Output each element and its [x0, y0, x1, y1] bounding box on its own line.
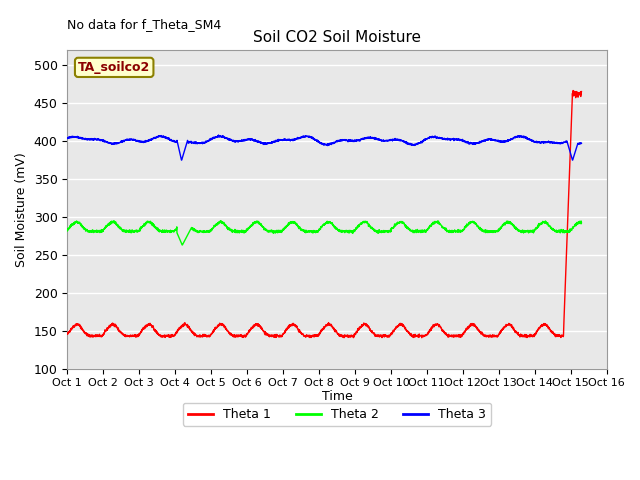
X-axis label: Time: Time — [321, 390, 353, 403]
Text: No data for f_Theta_SM4: No data for f_Theta_SM4 — [67, 18, 221, 31]
Legend: Theta 1, Theta 2, Theta 3: Theta 1, Theta 2, Theta 3 — [182, 403, 492, 426]
Title: Soil CO2 Soil Moisture: Soil CO2 Soil Moisture — [253, 30, 421, 45]
Text: TA_soilco2: TA_soilco2 — [78, 61, 150, 74]
Y-axis label: Soil Moisture (mV): Soil Moisture (mV) — [15, 152, 28, 267]
